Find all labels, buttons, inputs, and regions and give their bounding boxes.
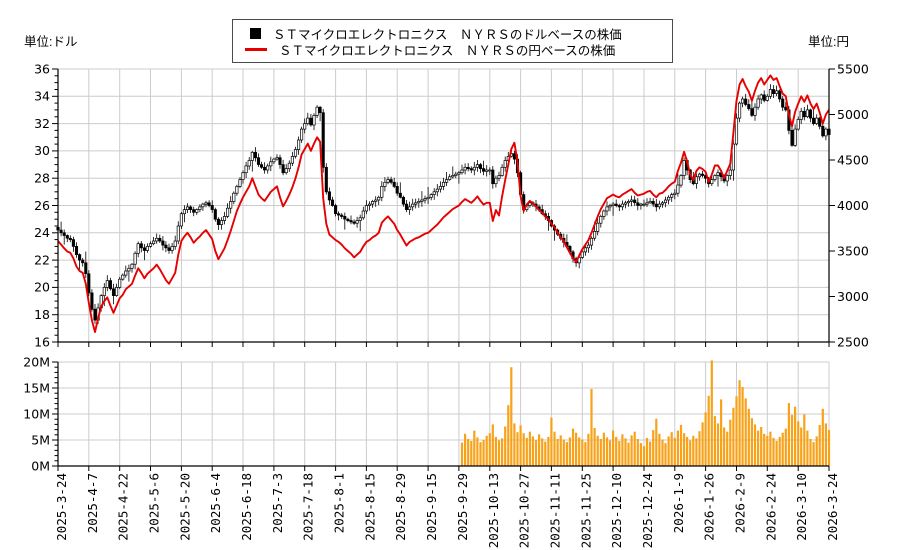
svg-text:2025-6-4: 2025-6-4 [208,473,223,533]
left-axis-unit-label: 単位:ドル [24,35,78,49]
svg-text:36: 36 [34,61,50,76]
legend-label-yen: ＳＴマイクロエレクトロニクス ＮＹＲＳの円ベースの株価 [279,43,616,58]
svg-text:2025-4-7: 2025-4-7 [85,473,100,533]
svg-text:2026-2-24: 2026-2-24 [763,473,778,541]
svg-text:2025-10-13: 2025-10-13 [486,473,501,548]
yen-line-marker-icon [245,47,267,51]
svg-text:3500: 3500 [837,243,869,258]
svg-text:2025-11-11: 2025-11-11 [547,473,562,548]
legend-label-usd: ＳＴマイクロエレクトロニクス ＮＹＲＳのドルベースの株価 [273,27,622,42]
svg-text:0M: 0M [31,458,50,473]
svg-text:2025-5-6: 2025-5-6 [147,473,162,533]
svg-text:2025-9-29: 2025-9-29 [455,473,470,541]
svg-text:5M: 5M [31,432,50,447]
svg-text:34: 34 [34,89,50,104]
svg-text:2025-12-24: 2025-12-24 [640,473,655,548]
svg-text:32: 32 [34,116,50,131]
svg-text:2026-1-26: 2026-1-26 [702,473,717,541]
svg-text:2025-4-22: 2025-4-22 [116,473,131,541]
svg-text:28: 28 [34,171,50,186]
svg-text:2025-8-15: 2025-8-15 [362,473,377,541]
legend-box: ＳＴマイクロエレクトロニクス ＮＹＲＳのドルベースの株価 ＳＴマイクロエレクトロ… [232,19,673,63]
svg-text:4500: 4500 [837,152,869,167]
svg-text:3000: 3000 [837,289,869,304]
svg-text:2025-3-24: 2025-3-24 [54,473,69,541]
legend-item-usd: ＳＴマイクロエレクトロニクス ＮＹＲＳのドルベースの株価 [245,25,666,42]
svg-text:26: 26 [34,198,50,213]
svg-text:2025-7-3: 2025-7-3 [270,473,285,533]
svg-text:2500: 2500 [837,334,869,349]
svg-text:2025-10-27: 2025-10-27 [517,473,532,548]
svg-text:30: 30 [34,143,50,158]
svg-text:2025-9-15: 2025-9-15 [424,473,439,541]
svg-text:22: 22 [34,252,50,267]
svg-text:2025-11-25: 2025-11-25 [578,473,593,548]
svg-text:4000: 4000 [837,198,869,213]
svg-text:24: 24 [34,225,50,240]
svg-text:2025-7-18: 2025-7-18 [301,473,316,541]
svg-text:2025-8-29: 2025-8-29 [393,473,408,541]
svg-text:5500: 5500 [837,61,869,76]
svg-text:2025-6-18: 2025-6-18 [239,473,254,541]
svg-text:2025-5-20: 2025-5-20 [177,473,192,541]
right-axis-unit-label: 単位:円 [808,35,849,49]
svg-text:15M: 15M [23,380,50,395]
svg-text:2026-1-9: 2026-1-9 [671,473,686,533]
svg-text:20: 20 [34,280,50,295]
svg-text:2025-12-10: 2025-12-10 [609,473,624,548]
svg-text:5000: 5000 [837,107,869,122]
usd-candle-marker-icon [250,27,261,39]
legend-item-yen: ＳＴマイクロエレクトロニクス ＮＹＲＳの円ベースの株価 [245,41,666,58]
svg-text:2026-2-9: 2026-2-9 [733,473,748,533]
svg-text:16: 16 [34,334,50,349]
svg-text:18: 18 [34,307,50,322]
svg-text:2026-3-24: 2026-3-24 [825,473,840,541]
svg-text:2026-3-10: 2026-3-10 [794,473,809,541]
svg-text:10M: 10M [23,406,50,421]
svg-text:20M: 20M [23,354,50,369]
svg-text:2025-8-1: 2025-8-1 [332,473,347,533]
